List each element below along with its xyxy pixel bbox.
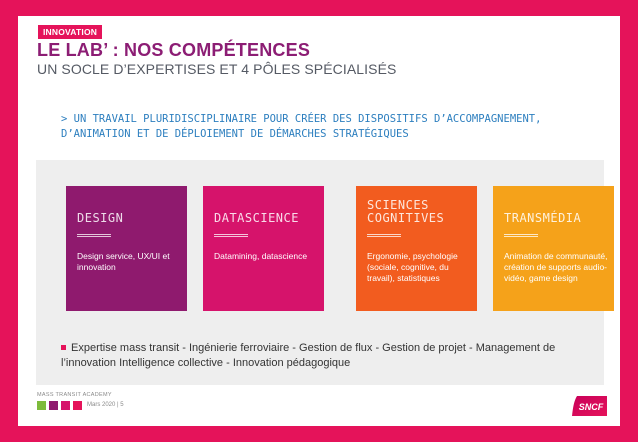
footer-label: MASS TRANSIT ACADEMY — [37, 392, 112, 398]
page-subtitle: UN SOCLE D’EXPERTISES ET 4 PÔLES SPÉCIAL… — [37, 61, 397, 77]
footer-square-purple — [49, 401, 58, 410]
card-sciences-cognitives: SCIENCES COGNITIVES Ergonomie, psycholog… — [356, 186, 477, 311]
footer-square-magenta — [61, 401, 70, 410]
footer-square-pink — [73, 401, 82, 410]
card-description: Datamining, datascience — [214, 251, 308, 261]
card-title: DATASCIENCE — [214, 211, 299, 225]
card-title-line-2: COGNITIVES — [367, 211, 445, 225]
card-title: TRANSMÉDIA — [504, 211, 582, 225]
expertise-text: Expertise mass transit - Ingénierie ferr… — [61, 342, 556, 369]
section-tag: INNOVATION — [38, 25, 103, 39]
card-description: Design service, UX/UI et innovation — [77, 251, 170, 272]
card-description: Ergonomie, psychologie (sociale, cogniti… — [367, 251, 458, 283]
intro-text: > UN TRAVAIL PLURIDISCIPLINAIRE POUR CRÉ… — [61, 113, 542, 140]
card-transmedia: TRANSMÉDIA Animation de communauté, créa… — [493, 186, 614, 311]
card-title: DESIGN — [77, 211, 124, 225]
card-design: DESIGN Design service, UX/UI et innovati… — [66, 186, 187, 311]
card-underline — [367, 234, 401, 237]
svg-text:SNCF: SNCF — [579, 402, 604, 412]
page-title: LE LAB’ : NOS COMPÉTENCES — [37, 40, 311, 60]
card-datascience: DATASCIENCE Datamining, datascience — [203, 186, 324, 311]
competences-panel: DESIGN Design service, UX/UI et innovati… — [36, 160, 614, 385]
bullet-square-icon — [61, 345, 66, 350]
card-underline — [77, 234, 111, 237]
card-underline — [214, 234, 248, 237]
sncf-logo: SNCF — [572, 396, 607, 416]
expertise-bullet: Expertise mass transit - Ingénierie ferr… — [61, 341, 591, 371]
footer-square-green — [37, 401, 46, 410]
card-underline — [504, 234, 538, 237]
footer-date-page: Mars 2020 | 5 — [87, 402, 124, 408]
card-title-line-1: SCIENCES — [367, 198, 429, 212]
card-description: Animation de communauté, création de sup… — [504, 251, 608, 283]
card-title: SCIENCES COGNITIVES — [367, 199, 444, 225]
slide: INNOVATION LE LAB’ : NOS COMPÉTENCES UN … — [18, 16, 620, 426]
